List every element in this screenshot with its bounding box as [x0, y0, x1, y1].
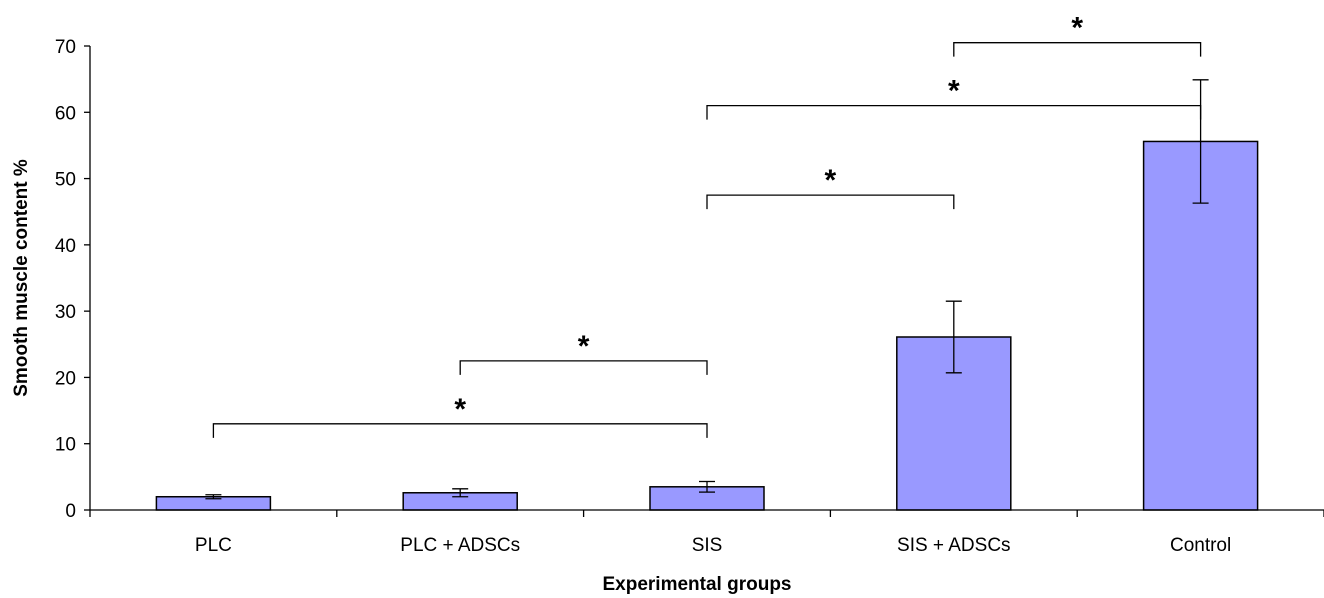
x-tick-label: Control — [1170, 535, 1231, 556]
x-axis-ticks: PLC PLC + ADSCs SIS SIS + ADSCs Control — [90, 510, 1324, 556]
significance-bracket — [460, 361, 707, 375]
significance-marker: * — [825, 164, 837, 197]
significance-brackets: * * * * * — [213, 12, 1200, 438]
significance-marker: * — [1071, 12, 1083, 45]
y-tick-label: 40 — [55, 236, 76, 257]
significance-bracket — [707, 106, 1201, 120]
significance-marker: * — [578, 330, 590, 363]
y-tick-label: 60 — [55, 103, 76, 124]
significance-marker: * — [948, 75, 960, 108]
y-tick-label: 10 — [55, 435, 76, 456]
y-tick-label: 70 — [55, 37, 76, 58]
x-tick-label: SIS + ADSCs — [897, 535, 1011, 556]
significance-bracket — [707, 195, 954, 209]
y-axis-title: Smooth muscle content % — [11, 159, 32, 397]
x-tick-label: SIS — [692, 535, 723, 556]
x-axis-title: Experimental groups — [603, 574, 792, 595]
significance-bracket — [954, 43, 1201, 57]
y-axis-ticks: 0 10 20 30 40 50 60 70 — [55, 37, 90, 522]
y-tick-label: 50 — [55, 170, 76, 191]
y-tick-label: 0 — [65, 501, 76, 522]
x-tick-label: PLC + ADSCs — [400, 535, 520, 556]
significance-bracket — [213, 424, 707, 438]
y-tick-label: 20 — [55, 368, 76, 389]
x-tick-label: PLC — [195, 535, 232, 556]
significance-marker: * — [454, 393, 466, 426]
y-tick-label: 30 — [55, 302, 76, 323]
